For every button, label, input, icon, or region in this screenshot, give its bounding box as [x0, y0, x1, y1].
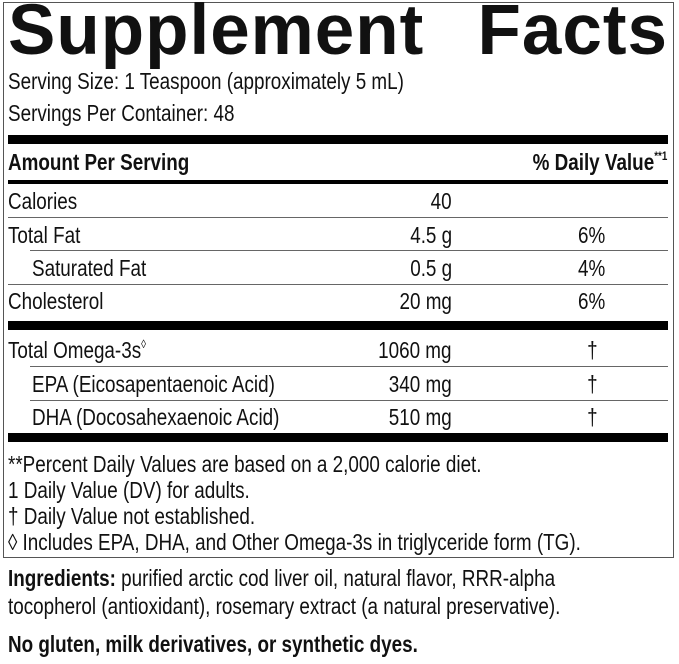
row-cholesterol-name: Cholesterol [8, 288, 104, 314]
row-total-omega-3s-amount: 1060 mg [378, 337, 452, 363]
daily-value-header: % Daily Value**1 [532, 149, 667, 175]
row-total-omega-3s-name: Total Omega-3s◊ [8, 337, 147, 363]
row-saturated-fat-amount: 0.5 g [410, 255, 452, 281]
row-dha-name: DHA (Docosahexaenoic Acid) [32, 404, 280, 430]
row-calories-amount: 40 [431, 188, 452, 214]
row-divider [8, 217, 668, 218]
row-total-fat-amount: 4.5 g [410, 222, 452, 248]
thick-divider [8, 321, 668, 330]
servings-per-container: Servings Per Container: 48 [8, 100, 235, 126]
amount-per-serving-header: Amount Per Serving [8, 149, 190, 175]
panel-title: Supplement Facts [8, 0, 668, 66]
supplement-facts-panel [3, 2, 674, 558]
row-saturated-fat-name: Saturated Fat [32, 255, 147, 281]
medium-divider [8, 180, 668, 184]
ingredients-line-2: tocopherol (antioxidant), rosemary extra… [8, 593, 561, 619]
footnote: ◊ Includes EPA, DHA, and Other Omega-3s … [8, 529, 581, 555]
row-epa-dv: † [586, 371, 598, 397]
footnote: **Percent Daily Values are based on a 2,… [8, 451, 482, 477]
ingredients-line-1: Ingredients: purified arctic cod liver o… [8, 565, 556, 591]
row-total-fat-dv: 6% [578, 222, 606, 248]
thick-divider [8, 135, 668, 144]
row-dha-amount: 510 mg [389, 404, 452, 430]
thick-divider [8, 433, 668, 442]
row-cholesterol-amount: 20 mg [399, 288, 452, 314]
row-divider [8, 284, 668, 285]
row-cholesterol-dv: 6% [578, 288, 606, 314]
row-epa-amount: 340 mg [389, 371, 452, 397]
row-dha-dv: † [586, 404, 598, 430]
row-divider [30, 250, 668, 251]
row-divider [30, 366, 668, 367]
footnote: † Daily Value not established. [8, 503, 256, 529]
footnote: 1 Daily Value (DV) for adults. [8, 477, 250, 503]
row-saturated-fat-dv: 4% [578, 255, 606, 281]
title-word-supplement: Supplement [8, 0, 425, 70]
row-divider [30, 400, 668, 401]
serving-size: Serving Size: 1 Teaspoon (approximately … [8, 68, 404, 94]
row-total-omega-3s-dv: † [586, 337, 598, 363]
allergen-statement: No gluten, milk derivatives, or syntheti… [8, 631, 418, 657]
title-word-facts: Facts [477, 0, 668, 70]
row-total-fat-name: Total Fat [8, 222, 81, 248]
row-epa-name: EPA (Eicosapentaenoic Acid) [32, 371, 275, 397]
row-calories-name: Calories [8, 188, 78, 214]
ingredients-label: Ingredients: [8, 565, 116, 591]
